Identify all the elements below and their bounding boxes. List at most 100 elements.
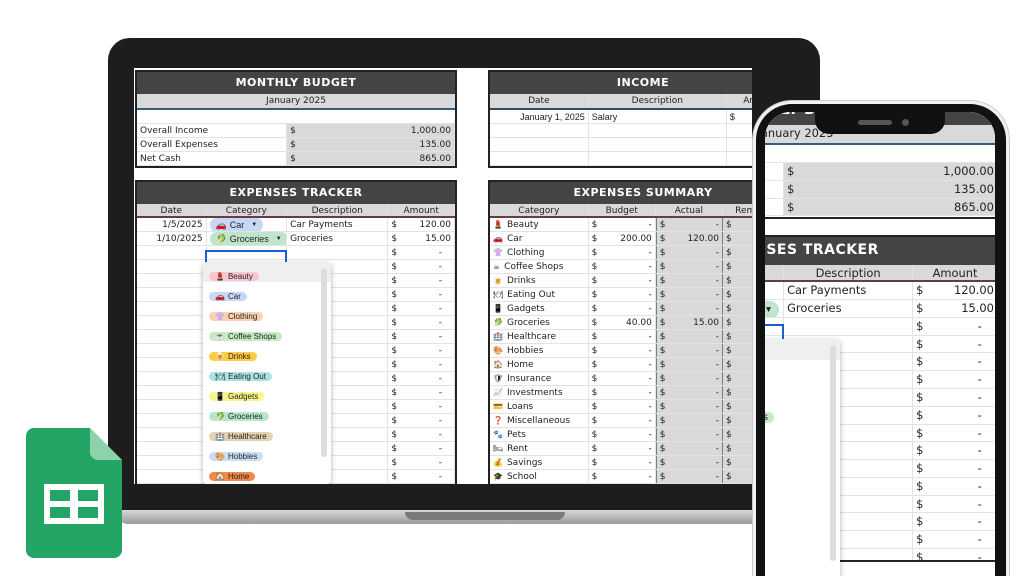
category-label: Savings xyxy=(506,458,543,468)
currency-symbol: $ xyxy=(659,444,666,454)
category-option[interactable]: 👚 Clothing xyxy=(209,312,264,321)
currency-symbol: $ xyxy=(290,154,296,164)
category-label: Eating Out xyxy=(507,290,555,300)
chevron-down-icon[interactable]: ▼ xyxy=(275,236,282,242)
description-cell xyxy=(287,470,389,483)
amount-cell: $ - xyxy=(913,318,995,335)
currency-symbol: $ xyxy=(391,220,398,230)
amount-cell: $ - xyxy=(913,460,995,477)
category-cell: 🏠 Home xyxy=(490,358,589,371)
dropdown-option[interactable]: 💄Beauty xyxy=(765,338,840,360)
category-option[interactable]: 🍽 Eating Out xyxy=(209,372,272,381)
amount-value: - xyxy=(715,248,719,258)
category-label: Drinks xyxy=(506,276,536,286)
description-cell xyxy=(287,302,389,315)
dropdown-option[interactable]: 👚Clothing xyxy=(203,302,331,322)
amount-value: - xyxy=(438,276,443,286)
dropdown-option[interactable]: 👚Clothing xyxy=(765,381,840,402)
currency-symbol: $ xyxy=(591,276,598,286)
date-cell xyxy=(137,358,207,371)
currency-symbol: $ xyxy=(591,346,598,356)
chevron-down-icon[interactable]: ▼ xyxy=(251,222,258,228)
category-emoji-icon: ☕ xyxy=(493,262,501,271)
category-option[interactable]: ☕Coffee Shops xyxy=(765,411,774,423)
dropdown-option[interactable]: 🎨Hobbies xyxy=(765,529,840,550)
dropdown-option[interactable]: 📱Gadgets xyxy=(765,465,840,486)
dropdown-option[interactable]: 🥬Groceries xyxy=(203,402,331,422)
empty-cell xyxy=(589,124,727,137)
category-label: Gadgets xyxy=(506,304,545,314)
dropdown-option[interactable]: 🍽Eating Out xyxy=(765,444,840,465)
income-table: INCOMEDateDescriptionAmountJanuary 1, 20… xyxy=(488,70,752,168)
dropdown-option[interactable]: 🏥Healthcare xyxy=(765,507,840,528)
summary-row: ☕ Coffee Shops $ - $ - $ xyxy=(490,260,752,274)
category-label: Coffee Shops xyxy=(504,262,564,272)
amount-cell: $ - xyxy=(913,389,995,406)
dropdown-option[interactable]: 💄Beauty xyxy=(203,262,331,282)
currency-symbol: $ xyxy=(725,374,732,384)
category-option[interactable]: 🍺 Drinks xyxy=(209,352,257,361)
category-cell: 🐾 Pets xyxy=(490,428,589,441)
category-option[interactable]: ☕Coffee Shops xyxy=(209,332,283,341)
date-cell xyxy=(137,428,207,441)
dropdown-option[interactable]: 🛡Insurance xyxy=(765,571,840,576)
currency-symbol: $ xyxy=(659,262,666,272)
category-option[interactable]: 🏥 Healthcare xyxy=(209,432,273,441)
dropdown-option[interactable]: 🏥Healthcare xyxy=(203,422,331,442)
amount-cell: $ - xyxy=(913,531,995,548)
amount-value: - xyxy=(648,262,652,272)
category-option[interactable]: 💄 Beauty xyxy=(209,272,259,281)
category-cell: 🚗 Car xyxy=(490,232,589,245)
column-header-amount: Amount xyxy=(727,94,752,108)
category-dropdown[interactable]: 💄Beauty🚗Car👚Clothing ☕Coffee Shops🍺Drinks… xyxy=(765,338,840,576)
amount-value: - xyxy=(648,458,652,468)
category-chip[interactable]: 🚗 Car ▼ xyxy=(209,218,264,231)
tracker-title: EXPENSES TRACKER xyxy=(765,236,995,265)
blank-row xyxy=(137,110,455,124)
date-cell xyxy=(137,372,207,385)
amount-cell: $ - xyxy=(388,428,455,441)
currency-symbol: $ xyxy=(391,472,398,482)
amount-value: 200.00 xyxy=(620,234,652,244)
dropdown-option[interactable]: 🍺Drinks xyxy=(765,423,840,444)
dropdown-option[interactable]: 🚗Car xyxy=(765,360,840,381)
dropdown-option[interactable]: 🚗Car xyxy=(203,282,331,302)
dropdown-option[interactable]: 🥬Groceries xyxy=(765,486,840,507)
dropdown-option[interactable]: 🏠Home xyxy=(765,550,840,571)
dropdown-option[interactable]: ☕Coffee Shops xyxy=(765,402,840,423)
category-option[interactable]: 🎨 Hobbies xyxy=(209,452,264,461)
dropdown-option[interactable]: 🎨Hobbies xyxy=(203,442,331,462)
category-option[interactable]: 🚗 Car xyxy=(209,292,247,301)
dropdown-option[interactable]: 🍺Drinks xyxy=(203,342,331,362)
amount-cell: $ - xyxy=(589,400,656,413)
date-cell: 1/5/2025 xyxy=(137,218,207,231)
category-chip[interactable]: 🥬Groceries▼ xyxy=(765,301,779,317)
dropdown-option[interactable]: 📱Gadgets xyxy=(203,382,331,402)
dropdown-option[interactable]: 🏠Home xyxy=(203,462,331,482)
amount-cell: $ - xyxy=(655,218,723,231)
remaining-cell: $ xyxy=(722,274,752,287)
tracker-row: 1/10/2025🥬Groceries▼Groceries$15.00 xyxy=(137,232,455,246)
description-cell xyxy=(784,317,914,335)
dropdown-scrollbar[interactable] xyxy=(829,344,836,561)
amount-cell: $ - xyxy=(913,442,995,459)
income-row xyxy=(490,152,752,166)
category-dropdown[interactable]: 💄Beauty 🚗Car 👚Clothing ☕Coffee Shops 🍺Drinks… xyxy=(203,262,331,484)
amount-cell: $ - xyxy=(388,344,455,357)
remaining-cell: $ xyxy=(722,358,752,371)
category-option[interactable]: 🥬 Groceries xyxy=(209,412,269,421)
amount-value: 865.00 xyxy=(953,199,994,214)
category-chip[interactable]: 🥬Groceries▼ xyxy=(209,232,287,245)
dropdown-option[interactable]: 🍽Eating Out xyxy=(203,362,331,382)
category-option[interactable]: 📱 Gadgets xyxy=(209,392,265,401)
category-label: Insurance xyxy=(507,374,552,384)
currency-symbol: $ xyxy=(391,402,398,412)
dropdown-scrollbar[interactable] xyxy=(321,268,327,457)
amount-value: 135.00 xyxy=(953,181,994,196)
dropdown-option[interactable]: ☕Coffee Shops xyxy=(203,322,331,342)
chevron-down-icon[interactable]: ▼ xyxy=(765,304,773,315)
category-option[interactable]: 🏠 Home xyxy=(209,472,256,481)
